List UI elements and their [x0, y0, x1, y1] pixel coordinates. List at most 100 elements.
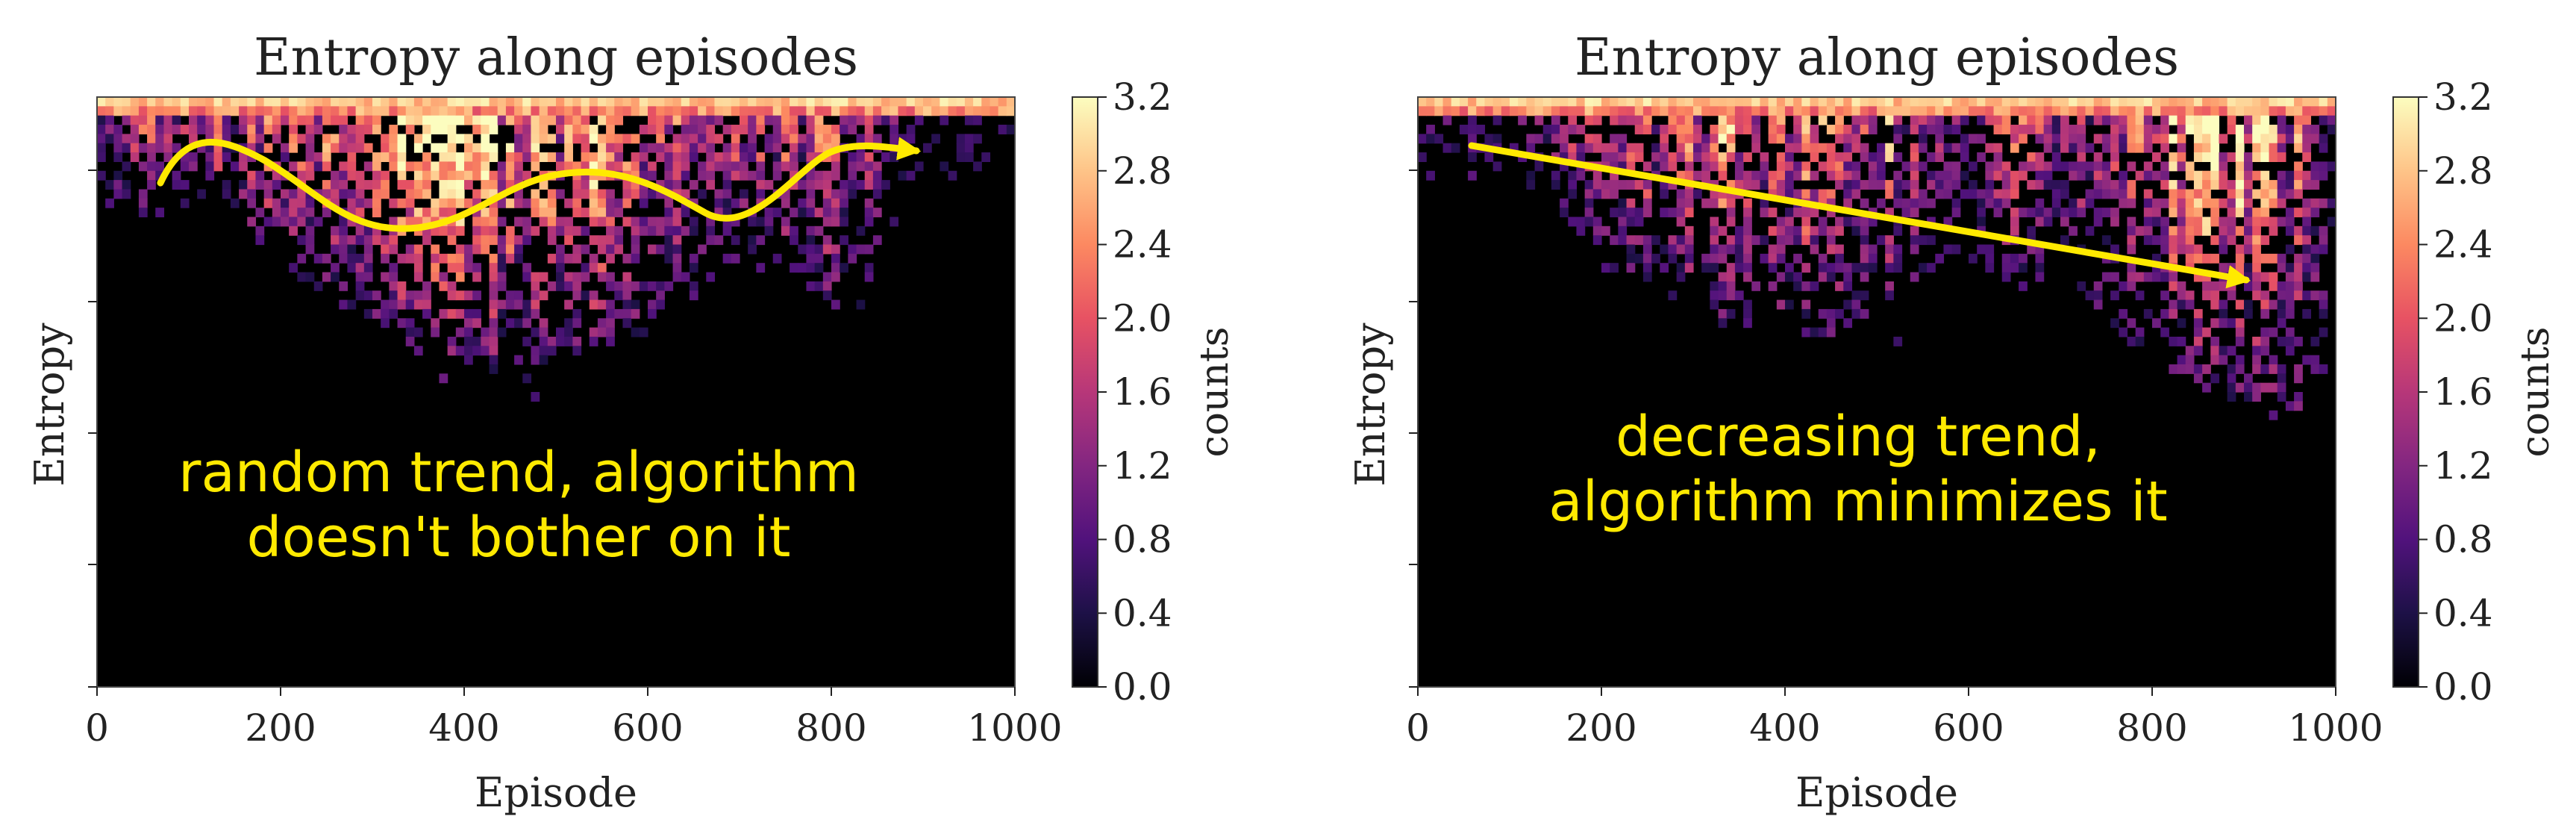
- heatmap-cell: [798, 180, 807, 190]
- heatmap-cell: [1860, 225, 1869, 236]
- heatmap-cell: [2227, 392, 2236, 402]
- heatmap-cell: [522, 263, 532, 273]
- heatmap-cell: [431, 263, 440, 273]
- heatmap-cell: [2219, 97, 2228, 107]
- heatmap-cell: [572, 290, 582, 301]
- heatmap-cell: [481, 336, 490, 346]
- heatmap-cell: [2252, 208, 2261, 218]
- heatmap-cell: [1993, 170, 2003, 181]
- heatmap-cell: [1668, 125, 1678, 134]
- heatmap-cell: [973, 115, 982, 125]
- heatmap-cell: [672, 235, 682, 246]
- heatmap-cell: [355, 225, 365, 236]
- heatmap-cell: [1006, 106, 1016, 116]
- heatmap-cell: [597, 143, 607, 153]
- heatmap-cell: [1610, 97, 1619, 107]
- heatmap-cell: [163, 134, 173, 144]
- heatmap-cell: [814, 106, 824, 116]
- heatmap-cell: [1776, 161, 1786, 172]
- heatmap-cell: [2077, 143, 2086, 153]
- heatmap-cell: [313, 161, 323, 172]
- heatmap-cell: [1843, 161, 1853, 172]
- heatmap-cell: [756, 106, 766, 116]
- heatmap-cell: [2277, 373, 2286, 384]
- heatmap-cell: [455, 152, 465, 162]
- heatmap-cell: [2227, 198, 2236, 208]
- heatmap-cell: [1642, 272, 1652, 282]
- heatmap-cell: [2010, 180, 2019, 190]
- heatmap-cell: [1835, 161, 1844, 172]
- heatmap-cell: [2285, 281, 2295, 291]
- heatmap-cell: [163, 115, 173, 125]
- heatmap-cell: [413, 97, 423, 107]
- heatmap-cell: [748, 134, 757, 144]
- heatmap-cell: [798, 97, 807, 107]
- heatmap-cell: [622, 198, 632, 208]
- heatmap-cell: [1776, 217, 1786, 227]
- heatmap-cell: [205, 106, 215, 116]
- heatmap-cell: [2302, 208, 2312, 218]
- heatmap-cell: [748, 217, 757, 227]
- heatmap-cell: [1951, 208, 1961, 218]
- heatmap-cell: [1510, 97, 1519, 107]
- heatmap-cell: [2185, 198, 2195, 208]
- heatmap-cell: [2319, 170, 2328, 181]
- heatmap-cell: [614, 198, 624, 208]
- heatmap-cell: [1710, 143, 1719, 153]
- heatmap-cell: [2277, 97, 2286, 107]
- heatmap-cell: [631, 225, 640, 236]
- heatmap-cell: [714, 115, 724, 125]
- heatmap-cell: [413, 217, 423, 227]
- heatmap-cell: [1660, 244, 1669, 255]
- heatmap-cell: [2210, 125, 2220, 134]
- heatmap-cell: [664, 170, 674, 181]
- heatmap-cell: [2060, 134, 2069, 144]
- heatmap-cell: [2060, 235, 2069, 246]
- heatmap-cell: [2169, 281, 2178, 291]
- heatmap-cell: [2027, 225, 2036, 236]
- heatmap-cell: [147, 170, 156, 181]
- heatmap-cell: [872, 134, 882, 144]
- heatmap-cell: [2110, 217, 2119, 227]
- heatmap-cell: [1935, 180, 1945, 190]
- heatmap-cell: [2019, 281, 2028, 291]
- heatmap-cell: [289, 115, 298, 125]
- heatmap-cell: [464, 244, 473, 255]
- heatmap-cell: [497, 244, 507, 255]
- heatmap-cell: [2101, 208, 2111, 218]
- heatmap-cell: [906, 125, 916, 134]
- heatmap-cell: [1877, 106, 1886, 116]
- heatmap-cell: [781, 106, 790, 116]
- heatmap-cell: [138, 189, 148, 199]
- heatmap-cell: [1743, 318, 1752, 329]
- heatmap-cell: [2077, 152, 2086, 162]
- heatmap-cell: [1668, 161, 1678, 172]
- heatmap-cell: [2010, 225, 2019, 236]
- heatmap-cell: [1668, 180, 1678, 190]
- heatmap-cell: [1960, 152, 1969, 162]
- heatmap-cell: [2277, 143, 2286, 153]
- heatmap-cell: [1718, 152, 1728, 162]
- heatmap-cell: [722, 143, 732, 153]
- heatmap-cell: [1785, 106, 1794, 116]
- heatmap-cell: [581, 189, 590, 199]
- heatmap-cell: [2235, 152, 2245, 162]
- heatmap-cell: [472, 143, 481, 153]
- heatmap-cell: [2043, 106, 2053, 116]
- heatmap-cell: [1568, 189, 1578, 199]
- heatmap-cell: [790, 263, 798, 273]
- heatmap-cell: [2185, 97, 2195, 107]
- heatmap-cell: [413, 143, 423, 153]
- heatmap-cell: [2277, 299, 2286, 310]
- heatmap-cell: [547, 152, 557, 162]
- heatmap-cell: [2027, 208, 2036, 218]
- heatmap-cell: [1835, 281, 1844, 291]
- heatmap-cell: [1626, 253, 1636, 264]
- heatmap-cell: [2244, 373, 2253, 384]
- heatmap-cell: [2035, 208, 2045, 218]
- heatmap-cell: [1918, 161, 1928, 172]
- heatmap-cell: [639, 327, 648, 337]
- heatmap-cell: [331, 97, 340, 107]
- heatmap-cell: [2019, 115, 2028, 125]
- heatmap-cell: [339, 180, 348, 190]
